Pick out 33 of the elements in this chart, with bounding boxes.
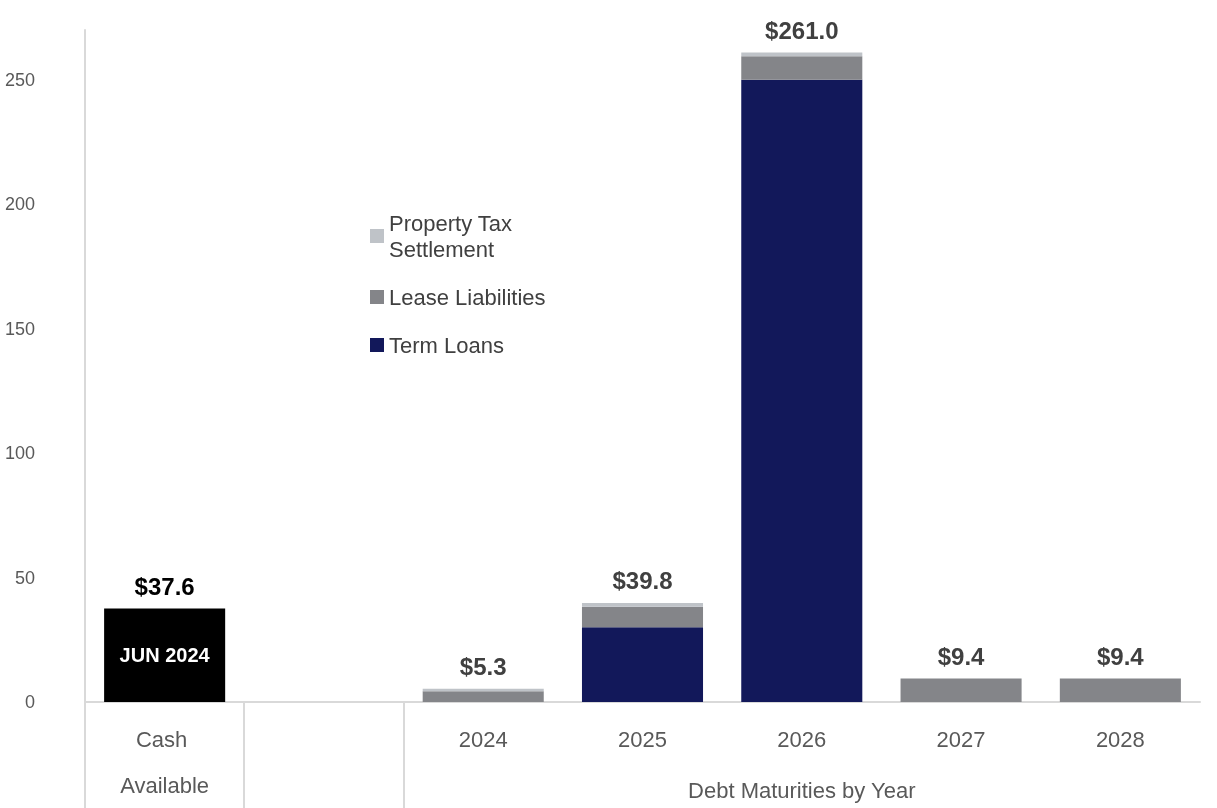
y-tick-label: 100	[4, 443, 35, 464]
total-label: $39.8	[612, 567, 673, 595]
total-label: $9.4	[937, 643, 986, 671]
y-tick-label: 50	[14, 567, 35, 588]
x-tick-label: 2024	[458, 726, 508, 752]
x-tick-label: 2027	[936, 726, 986, 752]
bar	[581, 627, 704, 702]
legend-label: Lease Liabilities	[389, 284, 546, 310]
x-tick-label: 2025	[618, 726, 667, 752]
bar	[581, 602, 704, 607]
total-label: $5.3	[459, 653, 507, 681]
total-label: $9.4	[1097, 643, 1145, 671]
y-tick-label: 200	[4, 194, 35, 215]
total-label: $37.6	[134, 572, 195, 600]
bar	[104, 608, 226, 702]
bar	[1059, 678, 1181, 702]
bar	[900, 678, 1022, 702]
x-tick-label: 2028	[1095, 726, 1145, 752]
legend-label: Term Loans	[389, 332, 504, 358]
x-tick-label: Cash Available	[120, 726, 210, 798]
data-label: JUN 2024	[119, 644, 211, 667]
y-tick-label: 150	[4, 318, 35, 339]
legend-label: Property Tax Settlement	[389, 210, 519, 262]
y-tick-label: 250	[4, 69, 35, 90]
bar	[422, 691, 544, 702]
bar	[741, 52, 863, 57]
x-tick-label: 2026	[777, 726, 827, 752]
y-tick-label: 0	[24, 692, 35, 712]
total-label: $261.0	[765, 16, 839, 44]
bar	[741, 56, 863, 80]
bar	[581, 606, 704, 628]
x-axis-title: Debt Maturities by Year	[688, 777, 916, 803]
bar	[741, 79, 863, 702]
